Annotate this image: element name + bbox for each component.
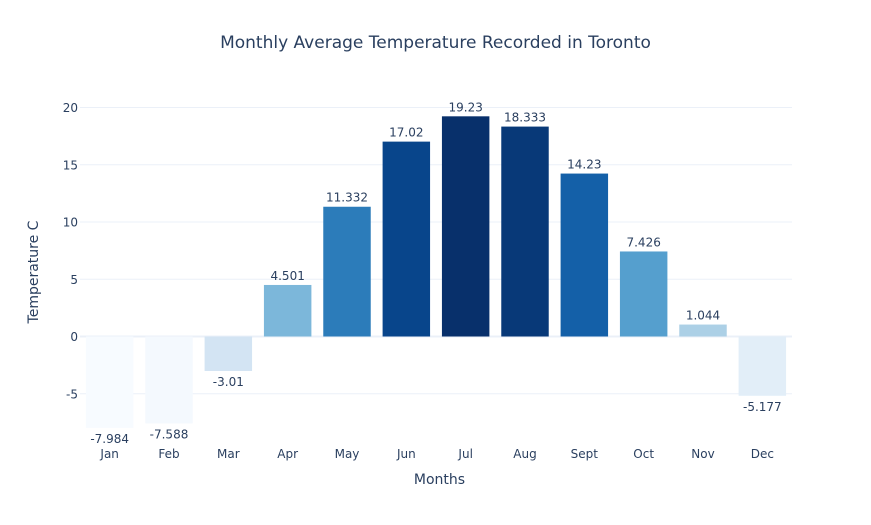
x-tick-label: Oct [633,447,654,461]
bar [441,116,490,337]
bar [382,141,431,337]
x-tick-label: Aug [513,447,536,461]
value-label: -7.984 [90,432,129,446]
x-tick-label: Feb [158,447,179,461]
value-label: 7.426 [626,235,660,249]
x-tick-label: Mar [217,447,240,461]
value-label: 19.23 [448,100,482,114]
y-tick-label: 15 [63,158,78,172]
bar [323,206,371,337]
value-label: -7.588 [150,427,189,441]
bar [501,126,549,337]
chart-title: Monthly Average Temperature Recorded in … [220,33,651,53]
bar [679,324,727,337]
x-tick-label: Apr [277,447,298,461]
value-label: 11.332 [326,191,368,205]
value-label: -5.177 [743,400,782,414]
y-tick-label: 10 [63,216,78,230]
bar [145,336,193,424]
gridlines [80,107,792,395]
bars [85,116,787,428]
x-tick-label: May [335,447,360,461]
value-label: -3.01 [213,375,244,389]
x-tick-labels: Jan Feb Mar Apr May Jun Jul Aug Sept Oct Nov Dec [99,447,774,461]
bar [263,284,312,337]
y-tick-label: 5 [70,273,78,287]
bar [619,251,668,337]
bar [204,336,253,371]
value-label: 14.23 [567,158,601,172]
x-axis-title: Months [413,472,466,488]
x-tick-label: Jun [396,447,416,461]
value-label: 18.333 [504,111,546,125]
y-tick-label: 20 [63,101,78,115]
x-tick-label: Sept [571,447,599,461]
bar [560,173,609,337]
x-tick-label: Dec [751,447,774,461]
bar [738,336,787,396]
x-tick-label: Nov [691,447,714,461]
y-tick-label: -5 [66,387,78,401]
x-tick-label: Jan [99,447,119,461]
y-tick-labels: -5 0 5 10 15 20 [63,101,78,401]
value-label: 1.044 [686,309,720,323]
value-label: 17.02 [389,126,423,140]
y-tick-label: 0 [70,330,78,344]
x-tick-label: Jul [457,447,472,461]
value-labels: -7.984 -7.588 -3.01 4.501 11.332 17.02 19.23 18… [90,100,781,446]
bar [85,336,134,428]
value-label: 4.501 [270,269,304,283]
